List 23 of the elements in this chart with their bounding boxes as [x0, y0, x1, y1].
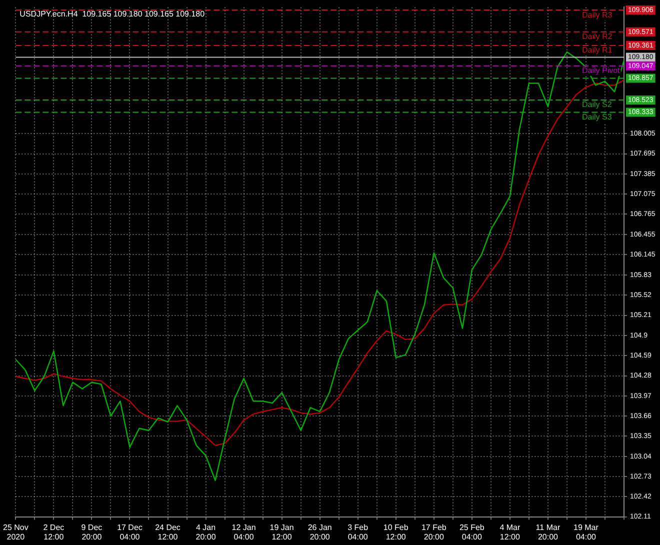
x-tick-label: 24 Dec 12:00: [155, 522, 180, 542]
x-tick-label: 25 Nov 2020: [2, 522, 28, 542]
x-tick-label: 3 Feb 04:00: [348, 522, 369, 542]
chart-title: USDJPY.ecn.H4 109.165 109.180 109.165 109.180: [20, 9, 206, 18]
ref-line-label: Daily S3: [582, 112, 612, 122]
x-tick-label: 10 Feb 12:00: [383, 522, 409, 542]
x-tick-label: 9 Dec 20:00: [81, 522, 102, 542]
x-tick-label: 12 Jan 04:00: [232, 522, 256, 542]
ref-line-label: Daily R3: [582, 10, 613, 20]
x-tick-label: 26 Jan 20:00: [308, 522, 332, 542]
x-tick-label: 17 Dec 04:00: [117, 522, 142, 542]
ref-line-label: Daily R2: [582, 32, 613, 42]
x-tick-label: 2 Dec 12:00: [43, 522, 64, 542]
x-tick-label: 4 Jan 20:00: [196, 522, 216, 542]
ref-line-label: Daily S2: [582, 100, 612, 110]
x-tick-label: 19 Jan 12:00: [270, 522, 294, 542]
x-tick-label: 19 Mar 04:00: [574, 522, 599, 542]
ref-line-label: Daily Pivot: [582, 66, 621, 76]
x-tick-label: 25 Feb 04:00: [459, 522, 485, 542]
x-tick-label: 4 Mar 12:00: [500, 522, 520, 542]
x-tick-label: 11 Mar 20:00: [536, 522, 560, 542]
ref-line-label: Daily R1: [582, 46, 613, 55]
x-tick-label: 17 Feb 20:00: [421, 522, 447, 542]
